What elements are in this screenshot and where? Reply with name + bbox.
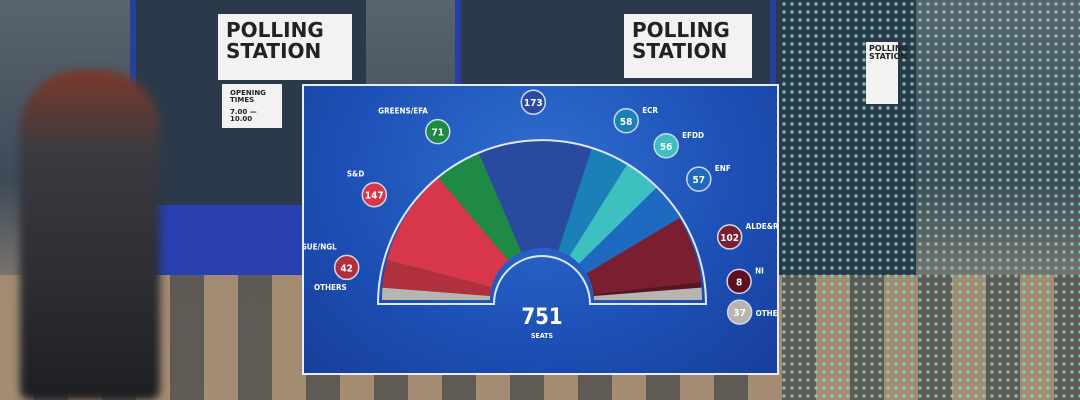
total-seats-label: SEATS: [531, 332, 553, 340]
segment-greensefa: [438, 152, 522, 261]
sign-text: 7.00 — 10.00: [230, 107, 257, 124]
segment-sd: [387, 177, 509, 287]
sign-text: POLLING: [226, 18, 324, 42]
party-badge: 147 S&D: [347, 170, 388, 208]
polling-station-sign: POLLING STATION: [624, 14, 752, 78]
segment-epp: [478, 140, 593, 253]
party-badge: 71 GREENS/EFA: [378, 107, 451, 145]
badge-circle: [425, 118, 451, 145]
party-name: ALDE&R: [746, 222, 779, 231]
sign-text: OPENING TIMES: [230, 89, 266, 105]
party-badge: 8 NI: [726, 266, 764, 295]
party-seats: 102: [720, 233, 739, 244]
party-badge: 57 ENF: [686, 164, 731, 192]
hemicycle-outline: [376, 139, 708, 305]
segment-othersright: [593, 287, 702, 300]
sign-text: STATION: [632, 39, 728, 63]
party-name: GUE/NGL: [304, 242, 337, 251]
party-name: ECR: [642, 106, 658, 115]
party-seats: 37: [733, 308, 746, 319]
badge-circle: [653, 133, 679, 159]
badge-circle: [726, 299, 753, 325]
sign-text: STATION: [226, 39, 322, 63]
europe-dot-map: [780, 0, 1080, 400]
badge-circle: [716, 224, 743, 250]
total-seats-value: 751: [521, 305, 562, 330]
badge-circle: [613, 108, 639, 134]
party-seats: 57: [693, 175, 706, 186]
party-seats: 173: [524, 98, 543, 109]
party-badge: 102 ALDE&R: [716, 222, 779, 250]
party-seats: 8: [736, 277, 742, 288]
badge-circle: [333, 254, 360, 281]
badge-circle: [520, 89, 547, 115]
segment-ni: [593, 282, 702, 296]
segment-ecr: [558, 148, 628, 256]
segment-efdd: [569, 164, 657, 264]
badge-circle: [361, 181, 388, 208]
party-name-others-left: OTHERS: [314, 283, 347, 292]
party-badge: 58 ECR: [613, 106, 658, 134]
segment-enf: [579, 187, 680, 274]
opening-times-sign: OPENING TIMES 7.00 — 10.00: [222, 84, 282, 128]
party-badge: 56 EFDD: [653, 131, 704, 159]
segment-alder: [586, 218, 702, 295]
party-name: GREENS/EFA: [378, 107, 428, 116]
party-name: NI: [755, 266, 764, 275]
polling-station-sign: POLLING STATION: [866, 42, 909, 104]
party-seats: 56: [660, 142, 673, 153]
party-badge: 42 GUE/NGL: [304, 242, 360, 281]
party-seats: 71: [432, 128, 445, 139]
party-seats: 58: [620, 117, 633, 128]
segment-guengl: [382, 259, 492, 296]
polling-station-sign: POLLING STATION: [218, 14, 352, 80]
party-seats: 147: [365, 191, 384, 202]
segment-othersleft: [382, 287, 491, 300]
blurred-pedestrian: [20, 70, 160, 400]
party-badge: 173EPP: [520, 86, 547, 115]
party-name: ENF: [715, 164, 731, 173]
badge-circle: [726, 268, 752, 295]
party-name: S&D: [347, 170, 364, 179]
badge-circle: [686, 166, 712, 192]
party-name: OTHERS: [756, 309, 779, 318]
sign-text: STATION: [869, 52, 908, 62]
party-seats: 42: [340, 263, 353, 274]
sign-text: POLLING: [632, 18, 730, 42]
sign-text: POLLING: [869, 44, 909, 53]
parliament-chart-panel: 42 GUE/NGL 147 S&D 71 GREENS/EFA 173EPP 58 ECR 56…: [302, 84, 779, 375]
party-name: EFDD: [682, 131, 704, 140]
hemicycle-chart: 42 GUE/NGL 147 S&D 71 GREENS/EFA 173EPP 58 ECR 56…: [304, 86, 779, 340]
party-badge: 37 OTHERS: [726, 299, 779, 325]
